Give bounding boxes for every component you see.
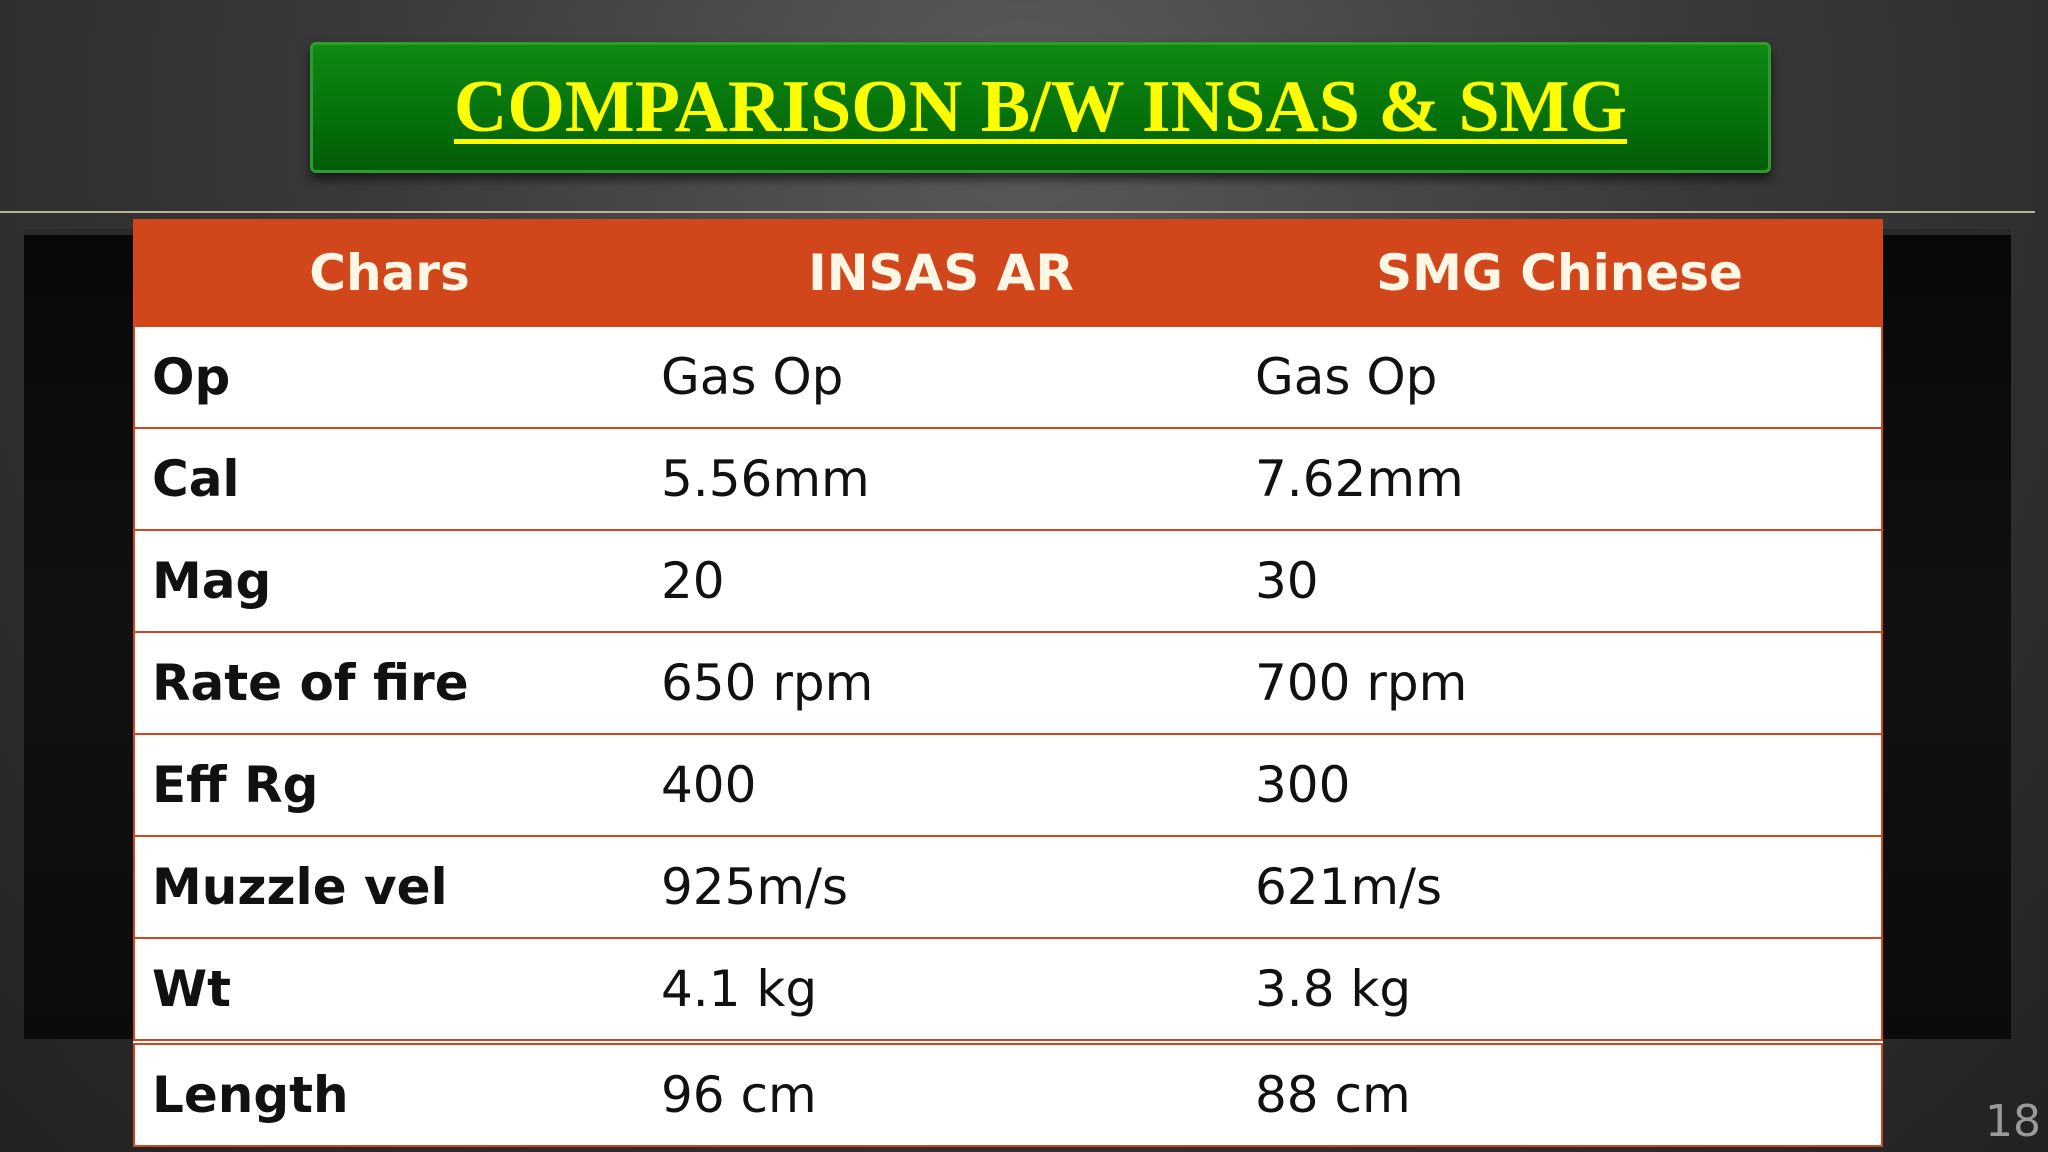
comparison-table: Chars INSAS AR SMG Chinese Op Gas Op Gas Op C… <box>133 219 1883 1147</box>
cell: 650 rpm <box>644 631 1238 734</box>
title-banner: COMPARISON B/W INSAS & SMG <box>310 42 1771 173</box>
cell: 30 <box>1238 529 1882 632</box>
cell: 4.1 kg <box>644 937 1238 1042</box>
table-row: Cal 5.56mm 7.62mm <box>134 427 1882 530</box>
row-label: Wt <box>134 937 644 1042</box>
slide-number: 18 <box>1985 1096 2041 1147</box>
cell: 925m/s <box>644 835 1238 938</box>
cell: 300 <box>1238 733 1882 836</box>
table-row: Muzzle vel 925m/s 621m/s <box>134 835 1882 938</box>
header-row: Chars INSAS AR SMG Chinese <box>134 220 1882 326</box>
cell: Gas Op <box>1238 325 1882 428</box>
cell: 3.8 kg <box>1238 937 1882 1042</box>
row-label: Eff Rg <box>134 733 644 836</box>
cell: 20 <box>644 529 1238 632</box>
table-row: Length 96 cm 88 cm <box>134 1039 1882 1146</box>
cell: 5.56mm <box>644 427 1238 530</box>
row-label: Mag <box>134 529 644 632</box>
row-label: Op <box>134 325 644 428</box>
cell: Gas Op <box>644 325 1238 428</box>
header-cell: INSAS AR <box>644 220 1238 326</box>
cell: 621m/s <box>1238 835 1882 938</box>
table-row: Mag 20 30 <box>134 529 1882 632</box>
header-cell: SMG Chinese <box>1238 220 1882 326</box>
divider <box>0 211 2035 213</box>
cell: 700 rpm <box>1238 631 1882 734</box>
cell: 88 cm <box>1238 1039 1882 1146</box>
row-label: Muzzle vel <box>134 835 644 938</box>
cell: 400 <box>644 733 1238 836</box>
row-label: Rate of fire <box>134 631 644 734</box>
cell: 7.62mm <box>1238 427 1882 530</box>
table-row: Op Gas Op Gas Op <box>134 325 1882 428</box>
table-row: Wt 4.1 kg 3.8 kg <box>134 937 1882 1042</box>
table-row: Rate of fire 650 rpm 700 rpm <box>134 631 1882 734</box>
slide-title: COMPARISON B/W INSAS & SMG <box>453 66 1628 148</box>
header-cell: Chars <box>134 220 644 326</box>
table-row: Eff Rg 400 300 <box>134 733 1882 836</box>
row-label: Length <box>134 1039 644 1146</box>
row-label: Cal <box>134 427 644 530</box>
cell: 96 cm <box>644 1039 1238 1146</box>
